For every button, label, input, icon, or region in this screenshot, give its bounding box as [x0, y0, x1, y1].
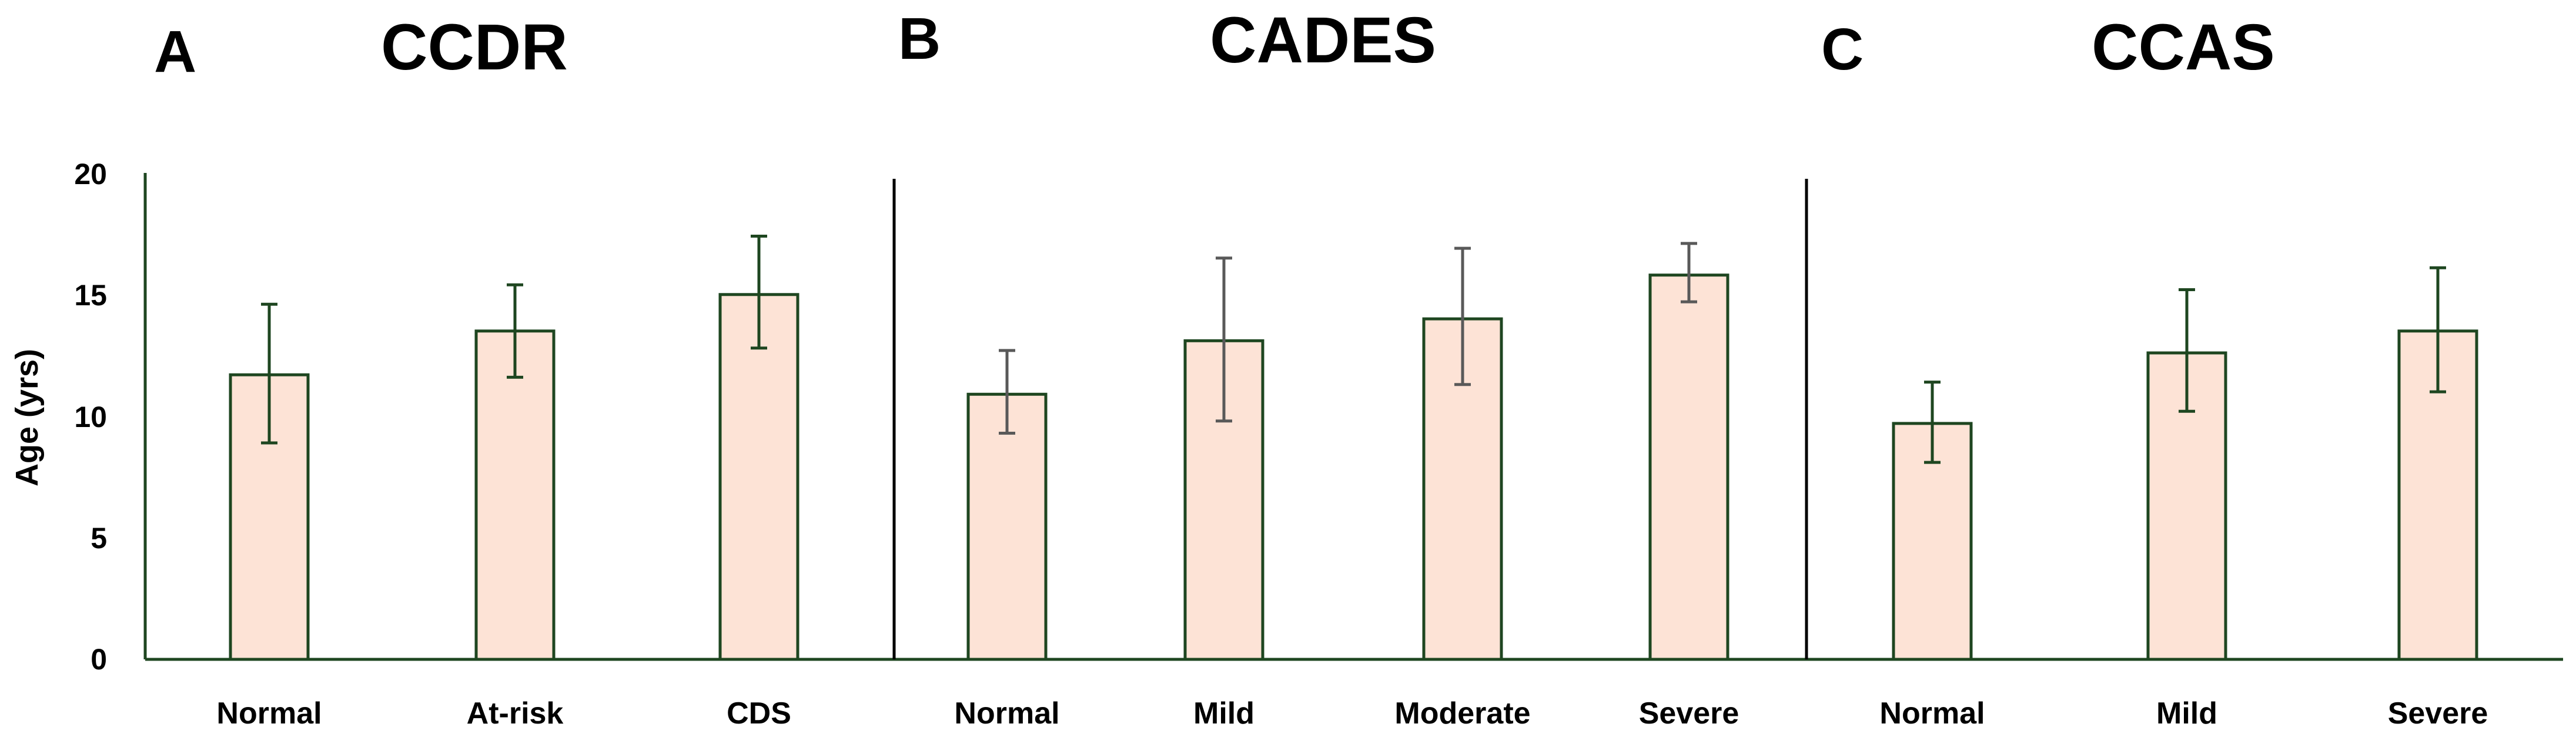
category-label: Moderate — [1394, 696, 1530, 731]
bar — [474, 329, 556, 661]
y-tick-label: 5 — [91, 522, 107, 555]
y-tick-labels: 0 5 10 15 20 — [74, 158, 107, 676]
category-label: At-risk — [467, 696, 564, 731]
panel-b-letter: B — [898, 6, 941, 72]
panel-b-title: CADES — [1210, 4, 1436, 76]
category-label: Normal — [216, 696, 322, 731]
category-label: Normal — [1879, 696, 1985, 731]
panel-a-title: CCDR — [381, 11, 568, 84]
bar — [718, 293, 799, 661]
y-tick-label: 20 — [74, 158, 107, 191]
category-label: CDS — [727, 696, 791, 731]
bar — [1648, 274, 1729, 661]
panel-c-title: CCAS — [2092, 11, 2275, 84]
y-tick-label: 0 — [91, 643, 107, 676]
category-label: Severe — [1639, 696, 1739, 731]
y-axis-title: Age (yrs) — [9, 349, 45, 486]
y-tick-label: 10 — [74, 401, 107, 433]
panel-c-letter: C — [1821, 16, 1864, 82]
panel-a-letter: A — [154, 19, 196, 85]
category-label: Normal — [954, 696, 1059, 731]
category-label: Severe — [2388, 696, 2488, 731]
bar — [966, 392, 1048, 661]
chart-marks: Normal At-risk CDS Normal Mild Moderate Severe… — [216, 235, 2488, 731]
category-label: Mild — [1193, 696, 1254, 731]
y-tick-label: 15 — [74, 279, 107, 312]
category-label: Mild — [2156, 696, 2217, 731]
